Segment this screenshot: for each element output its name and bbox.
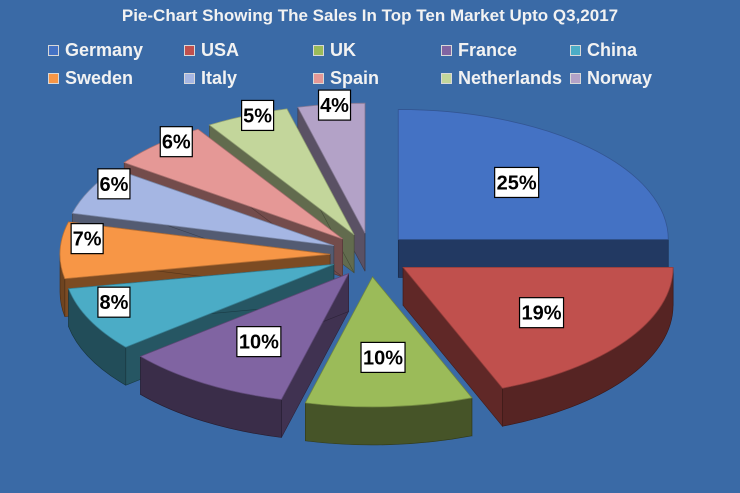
data-label-group-netherlands: 5% — [241, 99, 275, 132]
legend-label-netherlands: Netherlands — [458, 67, 563, 88]
legend-label-sweden: Sweden — [65, 67, 134, 88]
slice-china — [68, 263, 334, 348]
legend-item-uk: UK — [313, 38, 356, 62]
data-label-box-italy — [97, 168, 131, 200]
legend-swatch-uk — [313, 44, 324, 56]
legend-label-france: France — [458, 39, 518, 60]
data-label-group-france: 10% — [236, 326, 282, 358]
legend-label-italy: Italy — [201, 67, 238, 88]
legend-item-usa: USA — [184, 38, 239, 62]
data-label-spain: 6% — [162, 132, 191, 154]
legend-swatch-norway — [570, 72, 581, 84]
data-label-group-italy: 6% — [97, 168, 131, 200]
data-label-group-sweden: 7% — [70, 223, 104, 255]
data-label-box-usa — [518, 297, 565, 329]
data-label-box-sweden — [70, 223, 104, 255]
data-label-usa: 19% — [522, 303, 562, 325]
legend-swatch-italy — [184, 72, 195, 84]
legend-item-china: China — [570, 38, 637, 62]
legend-swatch-germany — [48, 44, 59, 56]
data-label-group-spain: 6% — [159, 126, 193, 158]
legend-item-norway: Norway — [570, 66, 652, 90]
data-label-uk: 10% — [363, 347, 403, 369]
data-label-box-france — [236, 326, 282, 358]
legend-item-italy: Italy — [184, 66, 237, 90]
legend: Germany USA UK France China Sweden Italy — [48, 38, 728, 98]
legend-label-norway: Norway — [587, 67, 653, 88]
legend-label-uk: UK — [330, 39, 356, 60]
data-label-netherlands: 5% — [243, 105, 272, 127]
data-label-china: 8% — [99, 292, 128, 314]
data-label-group-germany: 25% — [494, 166, 540, 199]
data-label-france: 10% — [239, 332, 279, 354]
data-label-sweden: 7% — [73, 229, 102, 251]
chart-title: Pie-Chart Showing The Sales In Top Ten M… — [121, 6, 619, 25]
data-label-box-germany — [494, 166, 540, 199]
data-label-group-usa: 19% — [518, 297, 565, 329]
slice-sweden — [59, 221, 331, 280]
legend-item-germany: Germany — [48, 38, 143, 62]
legend-label-spain: Spain — [330, 67, 380, 88]
legend-label-china: China — [587, 39, 638, 60]
data-label-italy: 6% — [99, 174, 128, 196]
data-label-box-netherlands — [241, 99, 275, 132]
data-label-box-uk — [360, 341, 406, 373]
data-label-group-norway: 4% — [317, 89, 352, 121]
legend-label-usa: USA — [201, 39, 240, 60]
data-label-box-norway — [317, 89, 352, 121]
data-label-group-uk: 10% — [360, 341, 406, 373]
legend-swatch-sweden — [48, 72, 59, 84]
legend-swatch-china — [570, 44, 581, 56]
legend-label-germany: Germany — [65, 39, 144, 60]
legend-item-sweden: Sweden — [48, 66, 133, 90]
legend-swatch-spain — [313, 72, 324, 84]
data-label-norway: 4% — [320, 95, 349, 117]
data-label-box-spain — [159, 126, 193, 158]
legend-item-france: France — [441, 38, 517, 62]
legend-item-netherlands: Netherlands — [441, 66, 562, 90]
data-label-group-china: 8% — [97, 286, 131, 318]
data-label-box-china — [97, 286, 131, 318]
legend-swatch-usa — [184, 44, 195, 56]
data-label-germany: 25% — [497, 172, 537, 194]
legend-swatch-netherlands — [441, 72, 452, 84]
legend-item-spain: Spain — [313, 66, 379, 90]
legend-swatch-france — [441, 44, 452, 56]
